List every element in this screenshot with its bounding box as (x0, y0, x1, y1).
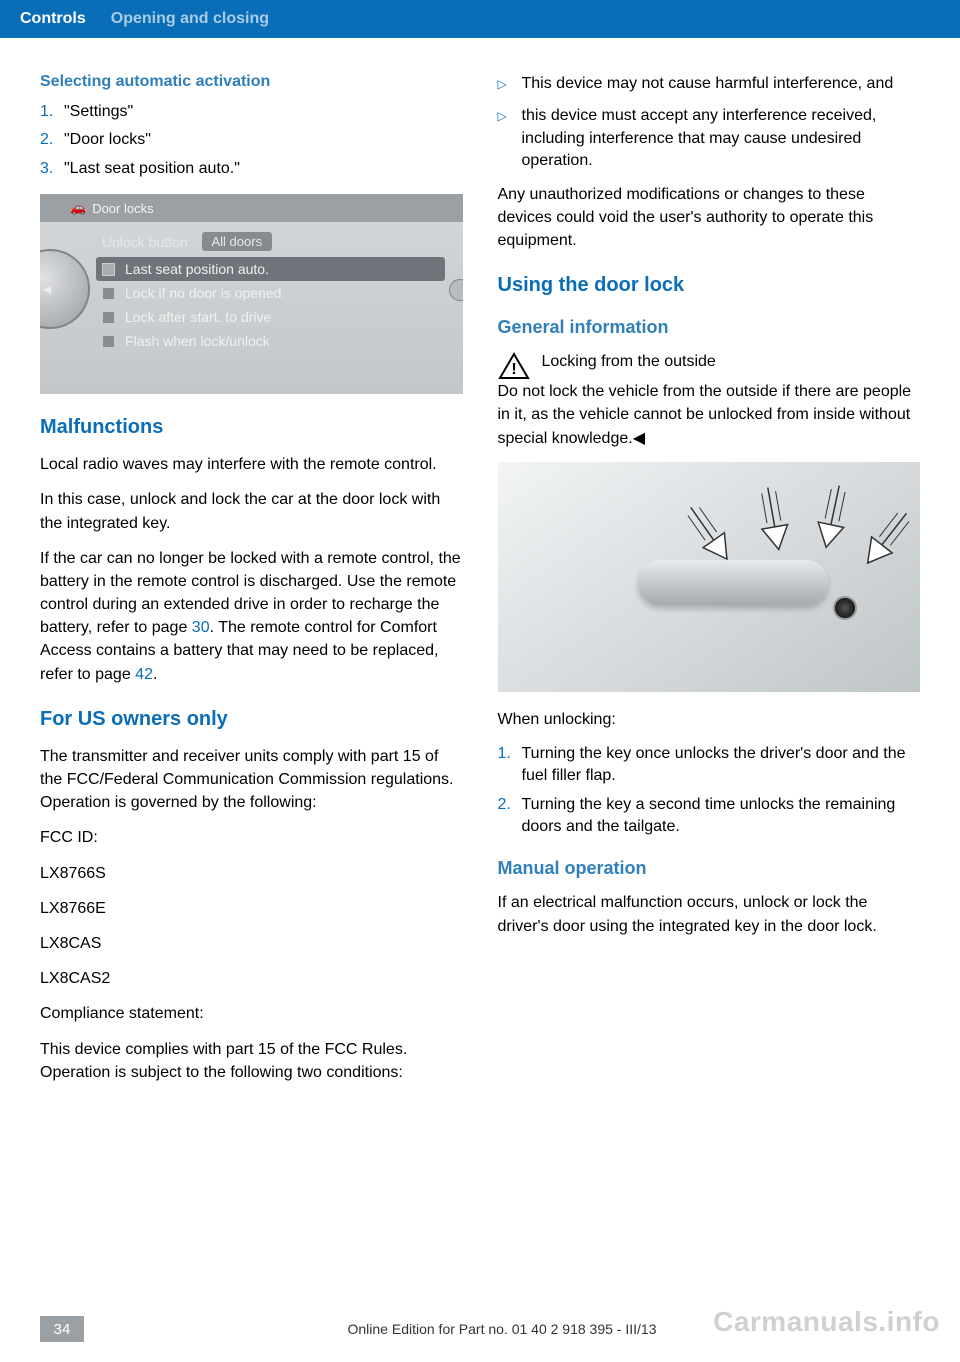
list-item: 2.Turning the key a second time unlocks … (498, 794, 921, 839)
list-item: 3."Last seat position auto." (40, 158, 463, 180)
step-text: Turning the key once unlocks the driver'… (522, 743, 921, 788)
arrow-icon (742, 478, 803, 556)
body-text: LX8766S (40, 862, 463, 885)
warn-title: Locking from the outside (542, 353, 716, 370)
body-text: LX8CAS (40, 932, 463, 955)
heading-general-info: General information (498, 317, 921, 338)
warning-body: Do not lock the vehicle from the outside… (498, 380, 921, 450)
checkbox-icon (102, 263, 115, 276)
step-text: "Last seat position auto." (64, 158, 463, 180)
bullet-icon: ▷ (498, 108, 522, 172)
unlock-label: Unlock button: (102, 234, 192, 250)
body-text: Compliance statement: (40, 1002, 463, 1025)
body-text: The transmitter and receiver units compl… (40, 745, 463, 815)
option-row: Flash when lock/unlock (96, 329, 445, 353)
step-number: 2. (498, 794, 522, 839)
header-tab-section: Opening and closing (111, 10, 269, 28)
left-column: Selecting automatic activation 1."Settin… (40, 73, 463, 1096)
footer-text: Online Edition for Part no. 01 40 2 918 … (84, 1321, 920, 1337)
page-header: Controls Opening and closing (0, 0, 960, 38)
body-text: If an electrical malfunction occurs, unl… (498, 891, 921, 937)
steps-list: 1."Settings" 2."Door locks" 3."Last seat… (40, 101, 463, 180)
step-text: "Door locks" (64, 129, 463, 151)
body-text: This device complies with part 15 of the… (40, 1038, 463, 1084)
bullet-list: ▷This device may not cause harmful inter… (498, 73, 921, 173)
door-handle-image (498, 462, 921, 692)
svg-text:!: ! (511, 361, 516, 378)
body-text: Any unauthorized modifications or change… (498, 183, 921, 253)
body-text: If the car can no longer be locked with … (40, 547, 463, 686)
idrive-body: Unlock button: All doors Last seat posit… (40, 222, 463, 359)
list-item: 1.Turning the key once unlocks the drive… (498, 743, 921, 788)
warning-icon: ! (498, 352, 530, 380)
page-number: 34 (40, 1316, 84, 1342)
step-text: Turning the key a second time unlocks th… (522, 794, 921, 839)
idrive-title: Door locks (92, 201, 153, 216)
heading-malfunctions: Malfunctions (40, 416, 463, 439)
header-tab-controls: Controls (20, 10, 86, 28)
steps-list: 1.Turning the key once unlocks the drive… (498, 743, 921, 839)
checkbox-icon (102, 335, 115, 348)
body-text: FCC ID: (40, 826, 463, 849)
page-content: Selecting automatic activation 1."Settin… (0, 38, 960, 1116)
text-span: . (153, 666, 157, 683)
option-text: Lock if no door is opened (125, 285, 281, 301)
heading-us-owners: For US owners only (40, 708, 463, 731)
car-icon: 🚗 (70, 200, 86, 216)
heading-manual-operation: Manual operation (498, 858, 921, 879)
list-item: 1."Settings" (40, 101, 463, 123)
step-number: 2. (40, 129, 64, 151)
warning-block: ! Locking from the outside (498, 350, 921, 380)
warning-text: Locking from the outside (542, 350, 921, 380)
unlock-value: All doors (202, 232, 273, 251)
option-text: Last seat position auto. (125, 261, 269, 277)
option-text: Flash when lock/unlock (125, 333, 270, 349)
step-number: 1. (498, 743, 522, 788)
unlock-row: Unlock button: All doors (96, 228, 445, 257)
bullet-text: this device must accept any interference… (522, 105, 921, 172)
option-row: Lock after start. to drive (96, 305, 445, 329)
bullet-icon: ▷ (498, 76, 522, 95)
idrive-screenshot: 🚗 Door locks Unlock button: All doors La… (40, 194, 463, 394)
step-number: 3. (40, 158, 64, 180)
body-text: When unlocking: (498, 708, 921, 731)
checkbox-icon (102, 287, 115, 300)
option-text: Lock after start. to drive (125, 309, 271, 325)
heading-auto-activation: Selecting automatic activation (40, 73, 463, 91)
right-column: ▷This device may not cause harmful inter… (498, 73, 921, 1096)
page-footer: 34 Online Edition for Part no. 01 40 2 9… (40, 1316, 920, 1342)
list-item: 2."Door locks" (40, 129, 463, 151)
page-link[interactable]: 30 (192, 619, 210, 636)
heading-door-lock: Using the door lock (498, 274, 921, 297)
idrive-header: 🚗 Door locks (40, 194, 463, 222)
keyhole-icon (833, 596, 857, 620)
body-text: LX8766E (40, 897, 463, 920)
option-row: Lock if no door is opened (96, 281, 445, 305)
bullet-text: This device may not cause harmful interf… (522, 73, 921, 95)
list-item: ▷this device must accept any interferenc… (498, 105, 921, 172)
option-row-selected: Last seat position auto. (96, 257, 445, 281)
list-item: ▷This device may not cause harmful inter… (498, 73, 921, 95)
page-link[interactable]: 42 (135, 666, 153, 683)
handle-shape (638, 560, 828, 605)
body-text: In this case, unlock and lock the car at… (40, 488, 463, 534)
step-number: 1. (40, 101, 64, 123)
body-text: Local radio waves may interfere with the… (40, 453, 463, 476)
step-text: "Settings" (64, 101, 463, 123)
body-text: LX8CAS2 (40, 967, 463, 990)
checkbox-icon (102, 311, 115, 324)
